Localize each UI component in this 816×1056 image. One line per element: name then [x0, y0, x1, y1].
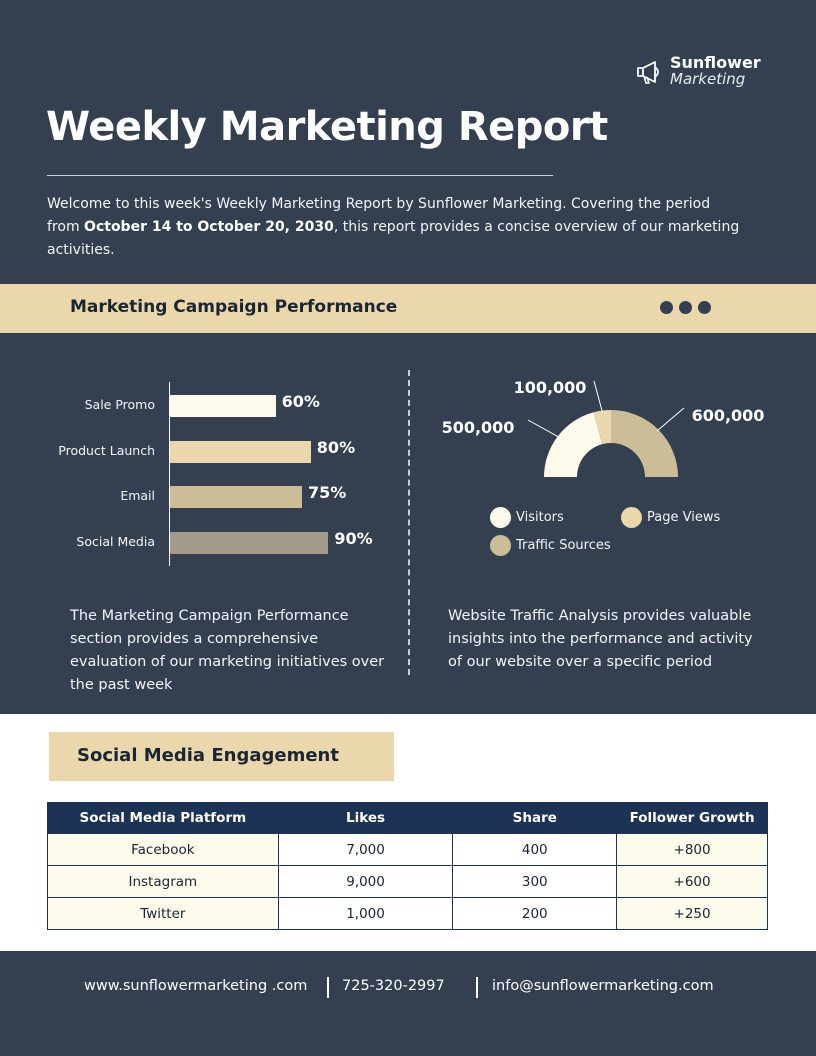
column-header: Follower Growth: [616, 802, 768, 834]
brand-subtitle: Marketing: [670, 69, 746, 88]
footer-separator: [327, 977, 329, 998]
table-cell: 400: [452, 833, 618, 866]
footer-email-link[interactable]: info@sunflowermarketing.com: [492, 978, 714, 994]
bar-value-label: 60%: [281, 392, 320, 411]
legend-item-page-views: Page Views: [621, 507, 720, 528]
footer-phone[interactable]: 725-320-2997: [342, 978, 445, 994]
donut-value-label: 100,000: [514, 378, 587, 397]
column-header: Share: [452, 802, 618, 834]
bar-category-label: Email: [120, 488, 155, 503]
table-cell: Instagram: [47, 865, 279, 898]
footer-band: [0, 951, 816, 1056]
donut-slice: [611, 410, 678, 477]
table-cell: 9,000: [277, 865, 454, 898]
table-cell: +800: [616, 833, 768, 866]
table-row: Instagram 9,000 300 +600: [47, 865, 768, 898]
table-cell: 1,000: [277, 897, 454, 930]
bar: [170, 532, 329, 554]
brand-logo: Sunflower Marketing: [634, 53, 761, 88]
bar-category-label: Product Launch: [58, 443, 155, 458]
traffic-description: Website Traffic Analysis provides valuab…: [448, 608, 753, 670]
donut-value-label: 500,000: [442, 418, 515, 437]
legend-label: Visitors: [516, 510, 564, 525]
legend-swatch: [490, 507, 511, 528]
bar-category-label: Social Media: [76, 534, 155, 549]
table-cell: Facebook: [47, 833, 279, 866]
legend-label: Page Views: [647, 510, 721, 525]
table-cell: +600: [616, 865, 768, 898]
table-cell: Twitter: [47, 897, 279, 930]
table-cell: 200: [452, 897, 618, 930]
dot: [698, 301, 711, 314]
title-divider: [47, 175, 553, 176]
table-cell: 7,000: [277, 833, 454, 866]
footer-website-link[interactable]: www.sunflowermarketing .com: [84, 978, 308, 994]
intro-text: Welcome to this week's Weekly Marketing …: [47, 193, 747, 262]
brand-name: Sunflower: [670, 53, 761, 72]
table-row: Twitter 1,000 200 +250: [47, 897, 768, 930]
bar: [170, 486, 302, 508]
bar-axis: [169, 382, 170, 566]
footer-separator: [476, 977, 478, 998]
dot: [679, 301, 692, 314]
legend-swatch: [490, 535, 511, 556]
section-title-social: Social Media Engagement: [77, 745, 339, 766]
table-header-row: Social Media Platform Likes Share Follow…: [47, 802, 768, 834]
intro-part-1: Welcome to this week's Weekly Marketing …: [47, 196, 711, 235]
bar: [170, 441, 311, 463]
column-header: Social Media Platform: [47, 802, 279, 834]
donut-slice: [593, 410, 611, 445]
campaign-description: The Marketing Campaign Performance secti…: [70, 608, 385, 693]
table-cell: +250: [616, 897, 768, 930]
bar-value-label: 80%: [316, 438, 356, 457]
leader-line: [527, 419, 560, 438]
legend-item-visitors: Visitors: [490, 507, 564, 528]
page-title: Weekly Marketing Report: [46, 104, 608, 150]
donut-slice: [544, 412, 603, 477]
table-cell: 300: [452, 865, 618, 898]
more-options-icon[interactable]: [660, 301, 711, 314]
section-title-campaign: Marketing Campaign Performance: [70, 297, 398, 317]
column-header: Likes: [277, 802, 454, 834]
legend-item-traffic-sources: Traffic Sources: [490, 535, 611, 556]
dot: [660, 301, 673, 314]
bar-value-label: 75%: [308, 483, 347, 502]
section-band-social: [49, 732, 394, 781]
social-engagement-table: Social Media Platform Likes Share Follow…: [47, 802, 768, 930]
bar-value-label: 90%: [334, 529, 373, 548]
table-row: Facebook 7,000 400 +800: [47, 833, 768, 866]
traffic-donut-chart: 500,000 100,000 600,000: [442, 378, 765, 477]
vertical-divider: [408, 370, 410, 675]
leader-line: [656, 407, 685, 432]
megaphone-icon: [637, 61, 659, 85]
legend-label: Traffic Sources: [516, 538, 611, 553]
leader-line: [593, 380, 603, 413]
donut-value-label: 600,000: [692, 406, 765, 425]
legend-swatch: [621, 507, 642, 528]
bar: [170, 395, 276, 417]
report-period: October 14 to October 20, 2030: [84, 219, 334, 235]
intro-part-2: , this report provides a concise overvie…: [47, 219, 740, 258]
bar-category-label: Sale Promo: [84, 397, 155, 412]
